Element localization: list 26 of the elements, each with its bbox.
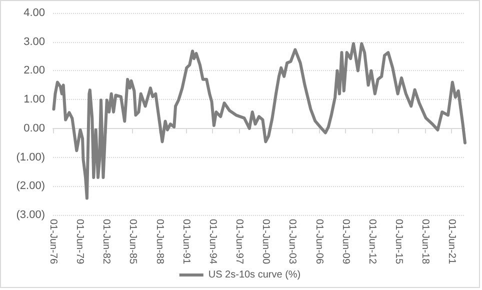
line-series xyxy=(52,42,466,200)
x-tick-label: 01-Jun-12 xyxy=(366,219,378,264)
y-tick-label: (2.00) xyxy=(16,180,45,192)
y-tick-label: 1.00 xyxy=(24,94,45,106)
legend-label: US 2s-10s curve (%) xyxy=(208,270,301,280)
x-tick-label: 01-Jun-85 xyxy=(127,219,138,264)
y-tick-label: 4.00 xyxy=(24,7,45,19)
y-tick-label: (1.00) xyxy=(16,151,45,164)
x-tick-label: 01-Jun-79 xyxy=(74,219,86,264)
y-tick-label: 0.00 xyxy=(24,122,45,134)
x-tick-label: 01-Jun-91 xyxy=(180,219,192,264)
y-tick-label: 2.00 xyxy=(24,64,45,77)
x-tick-label: 01-Jun-00 xyxy=(260,219,272,264)
x-tick-label: 01-Jun-06 xyxy=(313,219,324,264)
x-tick-label: 01-Jun-76 xyxy=(48,219,58,264)
x-tick-label: 01-Jun-97 xyxy=(234,219,245,264)
x-tick-label: 01-Jun-18 xyxy=(420,219,431,264)
x-tick-label: 01-Jun-82 xyxy=(100,219,112,264)
x-tick-label: 01-Jun-88 xyxy=(154,219,165,264)
x-tick-label: 01-Jun-21 xyxy=(446,219,458,264)
x-tick-label: 01-Jun-09 xyxy=(340,219,351,264)
x-tick-label: 01-Jun-15 xyxy=(393,219,404,264)
y-tick-label: (3.00) xyxy=(16,209,45,221)
y-tick-label: 3.00 xyxy=(24,36,45,48)
x-tick-label: 01-Jun-94 xyxy=(206,219,218,264)
x-tick-label: 01-Jun-03 xyxy=(286,219,298,264)
